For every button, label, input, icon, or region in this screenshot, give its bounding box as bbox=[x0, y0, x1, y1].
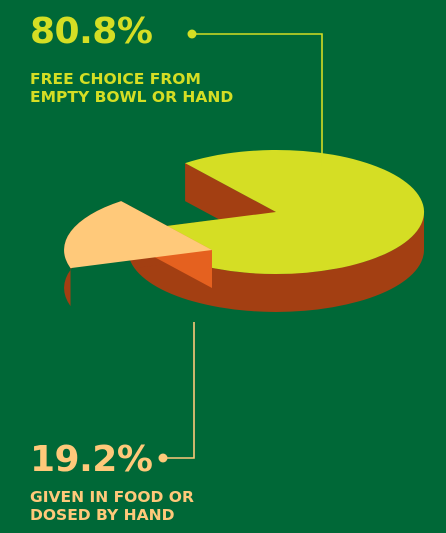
slice-small-top bbox=[64, 201, 212, 269]
slice-large-caption: FREE CHOICE FROM EMPTY BOWL OR HAND bbox=[30, 70, 233, 107]
leader-line-large bbox=[192, 33, 323, 166]
slice-small-caption-line1: GIVEN IN FOOD OR bbox=[30, 488, 194, 506]
slice-large-caption-line2: EMPTY BOWL OR HAND bbox=[30, 88, 234, 107]
slice-large-percent-label: 80.8% bbox=[30, 11, 153, 52]
slice-large-caption-line1: FREE CHOICE FROM bbox=[30, 70, 201, 88]
slice-large-side bbox=[128, 212, 424, 312]
slice-small-percent-label: 19.2% bbox=[30, 439, 153, 480]
slice-small-caption: GIVEN IN FOOD OR DOSED BY HAND bbox=[30, 488, 194, 525]
slice-small-caption-line2: DOSED BY HAND bbox=[30, 506, 175, 525]
leader-line-small bbox=[163, 322, 195, 459]
leader-dot-large bbox=[187, 29, 197, 39]
leader-dot-small bbox=[158, 453, 168, 463]
slice-large-top bbox=[134, 150, 425, 275]
